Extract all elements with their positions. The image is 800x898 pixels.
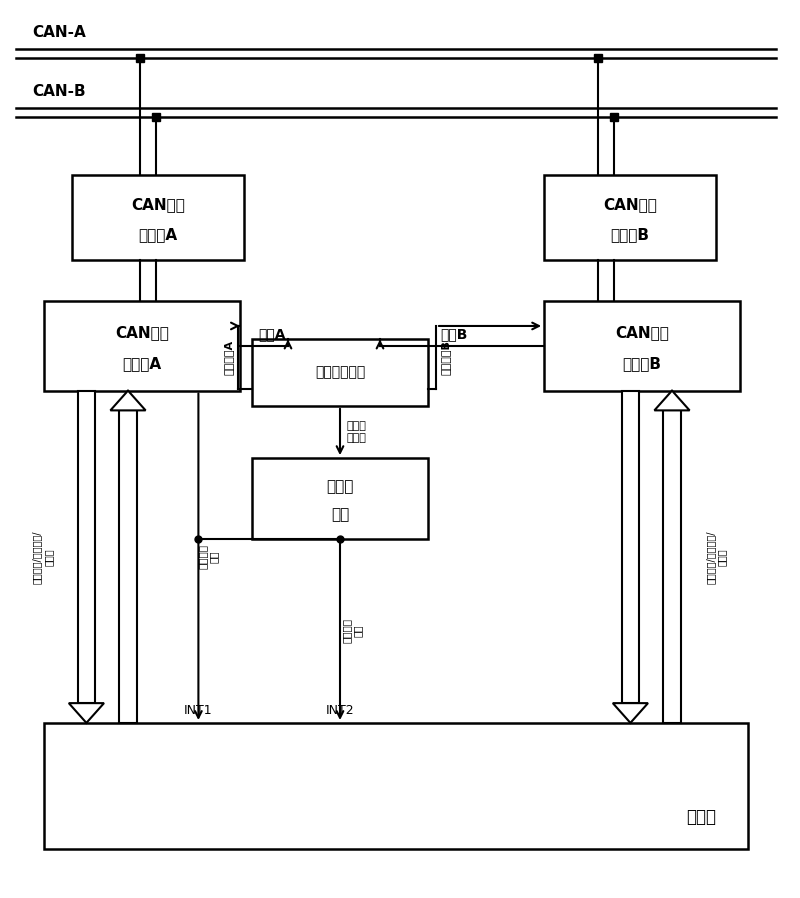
Text: CAN总线: CAN总线 (115, 325, 169, 339)
Text: 数据总线/地址总线/
控制线: 数据总线/地址总线/ 控制线 (31, 530, 53, 584)
Text: 硬件看: 硬件看 (326, 479, 354, 494)
Text: CAN总线: CAN总线 (615, 325, 669, 339)
Polygon shape (654, 391, 690, 410)
Bar (119, 410, 137, 723)
Text: 数据总线/地址总线/
控制线: 数据总线/地址总线/ 控制线 (706, 530, 726, 584)
Text: 收发器B: 收发器B (610, 227, 650, 242)
Text: 中断A: 中断A (258, 327, 286, 341)
Text: 复位中
断指令: 复位中 断指令 (346, 421, 366, 443)
Text: INT2: INT2 (326, 704, 354, 717)
Bar (544, 301, 740, 391)
Text: 处理器: 处理器 (686, 808, 716, 826)
Bar (663, 410, 681, 723)
Text: 中断B: 中断B (440, 327, 468, 341)
Text: 复位信号A: 复位信号A (224, 340, 234, 375)
Text: 复位信号B: 复位信号B (441, 340, 450, 375)
Bar (622, 391, 639, 703)
Polygon shape (110, 391, 146, 410)
Text: 中断处理模块: 中断处理模块 (315, 365, 365, 379)
Text: 控制器B: 控制器B (622, 357, 662, 371)
Text: 收发器A: 收发器A (138, 227, 178, 242)
Polygon shape (613, 703, 648, 723)
Bar (252, 339, 428, 406)
Text: 门狗: 门狗 (331, 507, 349, 522)
Text: 故障中断
信号: 故障中断 信号 (341, 619, 363, 643)
Bar (544, 175, 716, 260)
Text: 控制器A: 控制器A (122, 357, 162, 371)
Bar (252, 458, 428, 539)
Bar (72, 175, 244, 260)
Text: CAN总线: CAN总线 (131, 198, 185, 213)
Text: CAN-B: CAN-B (32, 84, 86, 99)
Bar (78, 391, 95, 703)
Text: CAN-A: CAN-A (32, 25, 86, 40)
Text: CAN总线: CAN总线 (603, 198, 657, 213)
Polygon shape (69, 703, 104, 723)
Bar (44, 723, 748, 849)
Text: INT1: INT1 (184, 704, 213, 717)
Text: 数据接收
中断: 数据接收 中断 (197, 544, 219, 569)
Bar (44, 301, 240, 391)
